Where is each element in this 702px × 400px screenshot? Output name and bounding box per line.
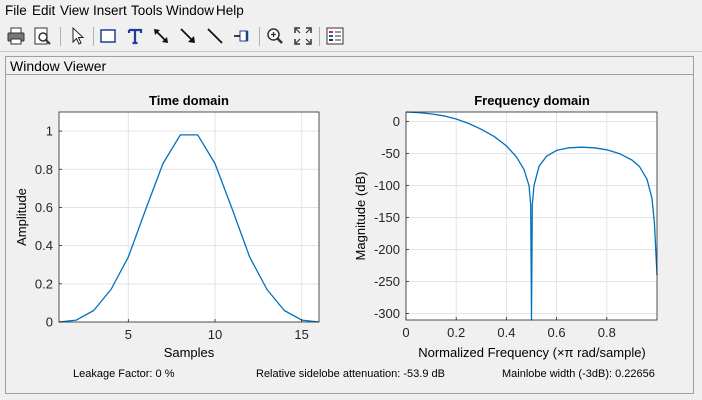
y-tick-label: 1 <box>46 124 53 139</box>
insert-line-button[interactable] <box>204 25 226 47</box>
insert-double-arrow-button[interactable] <box>150 25 172 47</box>
frequency-domain-plot: 0 0.2 0.4 0.6 0.8 0 -50 -100 -150 -200 -250 -300 Fr… <box>353 93 658 360</box>
panel-title-bar: Window Viewer <box>6 57 693 75</box>
frequency-domain-line <box>405 111 658 321</box>
toolbar-separator <box>259 27 260 46</box>
print-preview-icon <box>34 27 51 45</box>
panel-title: Window Viewer <box>10 58 107 74</box>
y-tick-label: -150 <box>374 210 400 225</box>
frequency-domain-ylabel: Magnitude (dB) <box>353 172 368 261</box>
frequency-domain-xlabel: Normalized Frequency (×π rad/sample) <box>418 345 646 360</box>
menu-file[interactable]: File <box>5 3 27 18</box>
y-tick-label: -50 <box>381 146 400 161</box>
frequency-domain-title: Frequency domain <box>474 93 590 108</box>
fit-to-view-icon <box>294 27 312 45</box>
legend-button[interactable] <box>324 25 346 47</box>
menu-help[interactable]: Help <box>216 3 244 18</box>
zoom-in-icon <box>267 28 283 44</box>
frequency-domain-ticks: 0 0.2 0.4 0.6 0.8 0 -50 -100 -150 -200 -250 -300 <box>374 114 616 340</box>
y-tick-label: -250 <box>374 274 400 289</box>
toolbar <box>0 22 702 52</box>
x-tick-label: 0.8 <box>598 325 616 340</box>
menu-tools[interactable]: Tools <box>131 3 163 18</box>
time-domain-axes-background <box>59 112 319 322</box>
frequency-domain-axes-box <box>405 111 658 321</box>
toolbar-separator <box>319 27 320 46</box>
x-tick-label: 0 <box>402 325 409 340</box>
x-tick-label: 0.6 <box>548 325 566 340</box>
zoom-in-button[interactable] <box>264 25 286 47</box>
line-icon <box>207 28 223 44</box>
time-domain-series <box>58 134 320 323</box>
time-domain-ylabel: Amplitude <box>14 188 29 246</box>
insert-text-icon <box>127 28 143 45</box>
y-tick-label: 0.8 <box>35 162 53 177</box>
mainlobe-width-label: Mainlobe width (-3dB): 0.22656 <box>502 368 655 380</box>
frequency-domain-series <box>405 111 658 321</box>
insert-arrow-button[interactable] <box>177 25 199 47</box>
time-domain-xlabel: Samples <box>164 345 215 360</box>
toolbar-separator <box>60 27 61 46</box>
toolbar-separator <box>93 27 94 46</box>
sidelobe-attenuation-label: Relative sidelobe attenuation: -53.9 dB <box>256 368 445 380</box>
double-arrow-icon <box>154 29 168 43</box>
time-domain-grid <box>59 112 319 323</box>
menu-bar: File Edit View Insert Tools Window Help <box>0 0 702 22</box>
y-tick-label: 0 <box>393 114 400 129</box>
y-tick-label: 0.6 <box>35 200 53 215</box>
arrow-icon <box>180 28 195 43</box>
y-tick-label: -200 <box>374 242 400 257</box>
time-domain-line <box>58 134 320 323</box>
menu-insert[interactable]: Insert <box>93 3 127 18</box>
y-tick-label: 0.2 <box>35 276 53 291</box>
pointer-icon <box>72 26 85 45</box>
pin-icon <box>234 30 249 42</box>
pin-button[interactable] <box>231 25 253 47</box>
y-tick-label: -300 <box>374 306 400 321</box>
time-domain-title: Time domain <box>149 93 229 108</box>
edit-plot-button[interactable] <box>66 25 88 47</box>
x-tick-label: 10 <box>208 327 222 342</box>
y-tick-label: 0 <box>46 315 53 330</box>
print-button[interactable] <box>5 25 27 47</box>
y-tick-label: -100 <box>374 178 400 193</box>
y-tick-label: 0.4 <box>35 238 53 253</box>
menu-window[interactable]: Window <box>166 3 215 18</box>
insert-rectangle-button[interactable] <box>97 25 119 47</box>
frequency-domain-grid <box>405 112 657 320</box>
time-domain-axes-box <box>58 111 320 323</box>
print-preview-button[interactable] <box>31 25 53 47</box>
x-tick-label: 0.2 <box>447 325 465 340</box>
leakage-factor-label: Leakage Factor: 0 % <box>73 368 175 380</box>
insert-text-button[interactable] <box>124 25 146 47</box>
menu-view[interactable]: View <box>60 3 90 18</box>
x-tick-label: 0.4 <box>497 325 515 340</box>
fit-to-view-button[interactable] <box>292 25 314 47</box>
x-tick-label: 15 <box>294 327 308 342</box>
print-icon <box>7 27 25 45</box>
insert-rectangle-icon <box>100 29 116 43</box>
x-tick-label: 5 <box>125 327 132 342</box>
menu-edit[interactable]: Edit <box>32 3 56 18</box>
time-domain-ticks: 5 10 15 0 0.2 0.4 0.6 0.8 1 <box>35 124 309 342</box>
legend-icon <box>326 27 344 45</box>
